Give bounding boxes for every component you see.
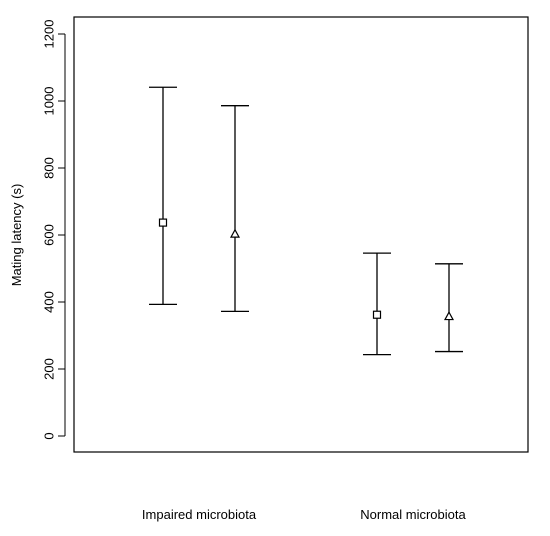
y-tick-label: 1200 — [42, 20, 57, 49]
category-label: Normal microbiota — [360, 507, 466, 522]
y-tick-label: 200 — [42, 358, 57, 380]
error-bar — [435, 263, 463, 353]
error-bar — [363, 252, 391, 356]
mean-marker-triangle — [443, 310, 455, 321]
y-tick-label: 800 — [42, 157, 57, 179]
error-bar — [221, 105, 249, 313]
mean-marker-square — [372, 310, 382, 319]
y-axis-label: Mating latency (s) — [9, 184, 24, 287]
error-bar — [149, 86, 177, 305]
y-tick-label: 1000 — [42, 87, 57, 116]
category-label: Impaired microbiota — [142, 507, 257, 522]
y-axis: 0 200 400 600 800 1000 1200 — [42, 20, 66, 440]
y-tick-label: 600 — [42, 224, 57, 246]
category-labels: Impaired microbiota Normal microbiota — [142, 507, 467, 522]
y-tick-label: 0 — [42, 432, 57, 439]
plot-frame — [73, 16, 529, 453]
y-tick-label: 400 — [42, 291, 57, 313]
mean-marker-triangle — [229, 228, 241, 238]
mean-marker-square — [158, 218, 168, 227]
chart-marks — [149, 86, 463, 356]
